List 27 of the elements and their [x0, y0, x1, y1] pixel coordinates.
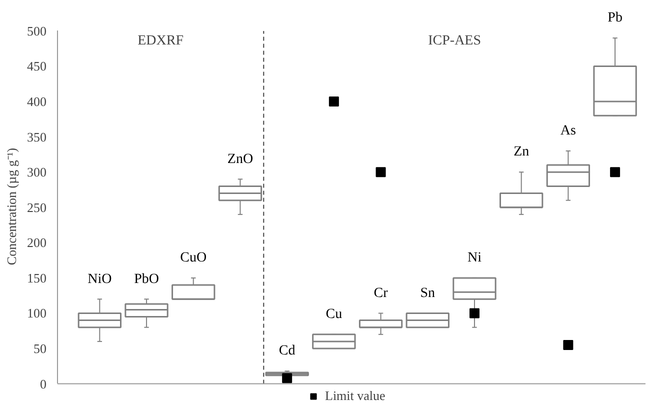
y-tick-label: 250	[27, 200, 46, 215]
legend-label: Limit value	[325, 388, 386, 404]
y-tick-label: 150	[27, 270, 46, 286]
y-tick-label: 400	[27, 94, 46, 110]
x-tick-label: PbO	[134, 272, 159, 287]
y-axis-title: Concentration (µg g⁻¹)	[4, 148, 19, 266]
x-tick-label: Cd	[278, 344, 296, 359]
annotation: ICP-AES	[428, 34, 482, 49]
x-tick-label: Cu	[326, 307, 342, 322]
annotation: EDXRF	[138, 34, 184, 49]
y-tick-label: 500	[27, 23, 46, 38]
x-tick-label: ZnO	[227, 152, 254, 167]
y-tick-label: 100	[27, 306, 46, 321]
x-tick-label: Ni	[467, 250, 482, 266]
x-tick-label: CuO	[180, 250, 207, 266]
x-tick-label: As	[560, 124, 576, 139]
y-tick-label: 200	[27, 235, 46, 250]
y-tick-label: 450	[27, 58, 46, 74]
y-tick-label: 350	[27, 129, 46, 144]
x-tick-label: Cr	[374, 286, 388, 301]
x-tick-label: Pb	[608, 10, 622, 26]
y-tick-label: 50	[34, 341, 46, 356]
x-tick-label: Sn	[420, 286, 436, 301]
x-tick-label: Zn	[514, 144, 530, 160]
y-tick-label: 300	[27, 164, 46, 180]
y-tick-label: 0	[40, 376, 46, 392]
x-tick-label: NiO	[88, 272, 112, 287]
